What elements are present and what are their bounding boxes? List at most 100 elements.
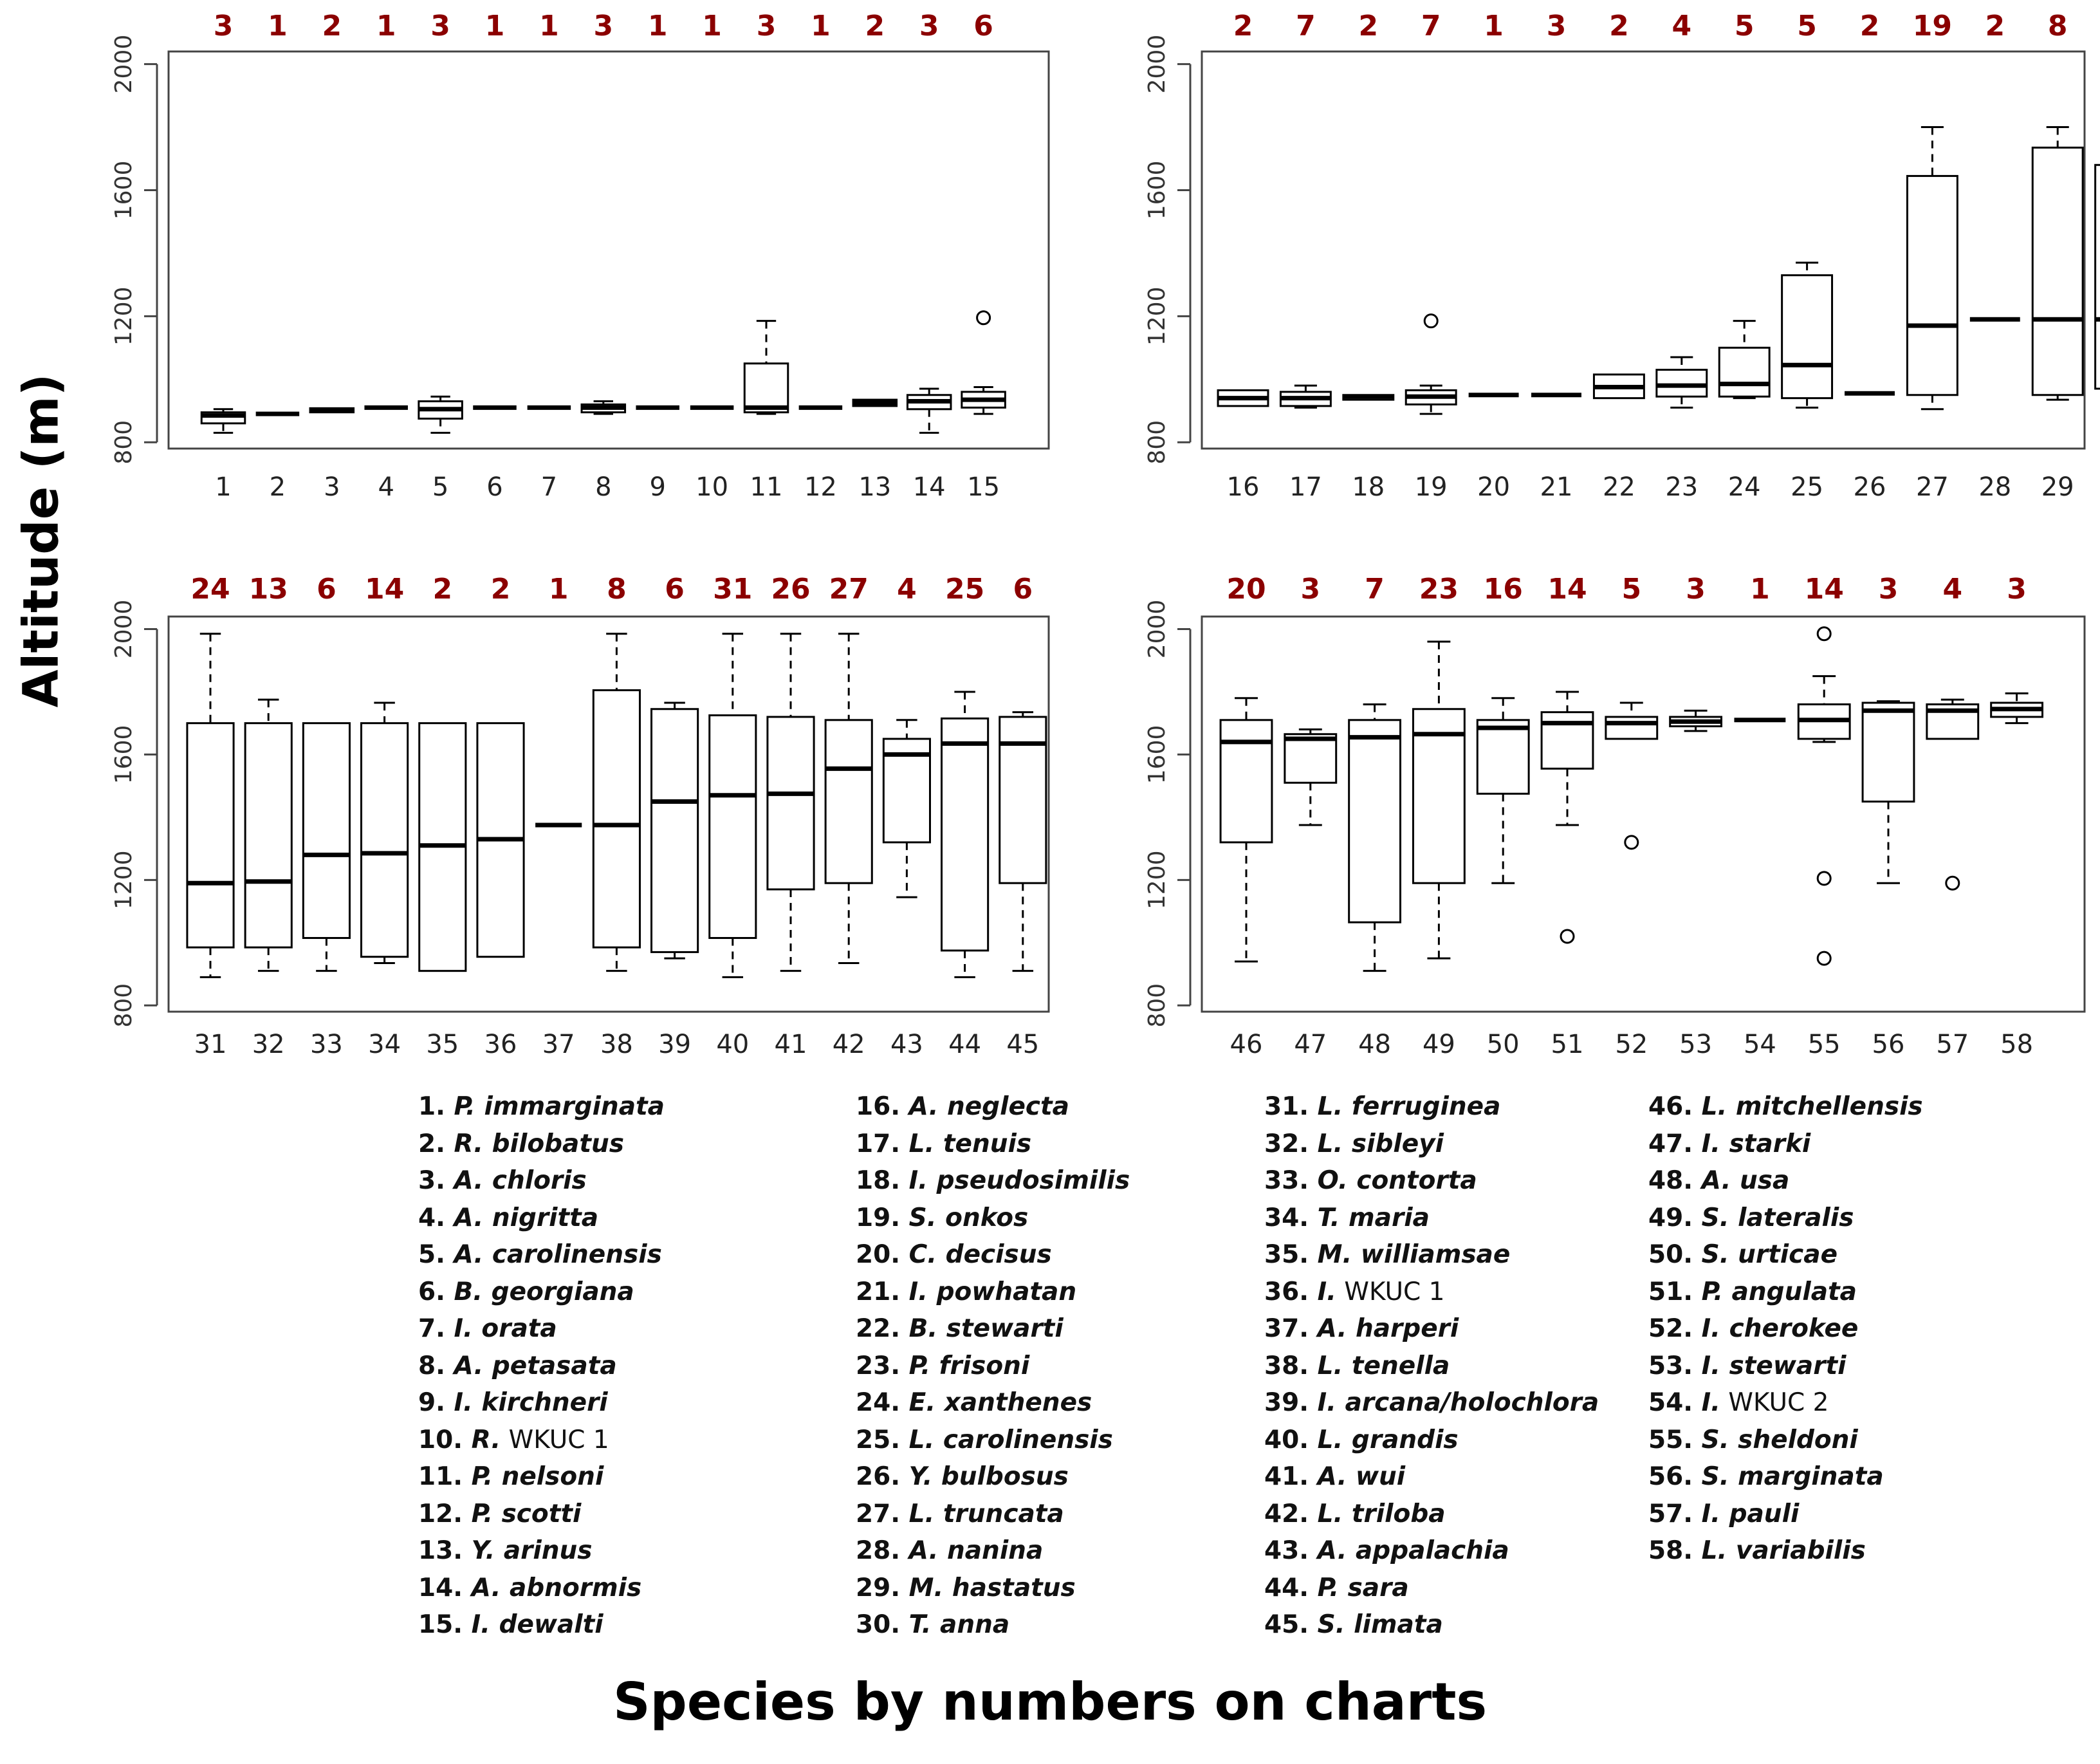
legend-species: P. immarginata xyxy=(454,1092,665,1121)
y-tick-label: 1600 xyxy=(111,725,137,785)
iqr-box xyxy=(941,717,990,952)
box-22 xyxy=(1592,373,1645,400)
legend-item: 26. Y. bulbosus xyxy=(856,1464,1069,1489)
legend-item: 52. I. cherokee xyxy=(1648,1316,1858,1341)
legend-species: R. bilobatus xyxy=(454,1129,624,1158)
legend-species: I. xyxy=(1701,1388,1720,1417)
sample-size-label: 2 xyxy=(1609,10,1629,42)
sample-size-label: 3 xyxy=(1879,573,1899,606)
box-46 xyxy=(1219,697,1273,963)
outlier-point xyxy=(1560,929,1575,944)
x-tick-label: 52 xyxy=(1615,1030,1648,1059)
x-tick-label: 33 xyxy=(310,1030,343,1059)
sample-size-label: 3 xyxy=(1686,573,1706,606)
plot-frame xyxy=(1201,50,2086,450)
x-tick-label: 56 xyxy=(1872,1030,1905,1059)
y-tick-label: 2000 xyxy=(1144,600,1170,659)
legend-species: M. hastatus xyxy=(908,1573,1076,1602)
iqr-box xyxy=(1412,708,1466,884)
legend-number: 20. xyxy=(856,1240,909,1269)
x-tick-label: 34 xyxy=(368,1030,401,1059)
x-tick-label: 57 xyxy=(1936,1030,1969,1059)
iqr-box xyxy=(1348,719,1402,924)
boxplot-panel-bottom-left: 800 1200 1600 2000 31 24 32 13 33 6 34 14 35 2 36 2 37 1 3… xyxy=(111,573,1050,1059)
legend-item: 24. E. xanthenes xyxy=(856,1390,1092,1415)
legend-species: L. mitchellensis xyxy=(1701,1092,1923,1121)
legend-species: P. scotti xyxy=(471,1499,582,1528)
legend-number: 25. xyxy=(856,1425,909,1454)
legend-item: 7. I. orata xyxy=(418,1316,557,1341)
sample-size-label: 2 xyxy=(865,10,885,42)
sample-size-label: 5 xyxy=(1797,10,1817,42)
sample-size-label: 3 xyxy=(1547,10,1567,42)
x-tick-label: 46 xyxy=(1230,1030,1263,1059)
legend-species: I. orata xyxy=(454,1314,557,1343)
legend-item: 4. A. nigritta xyxy=(418,1205,598,1230)
x-tick-label: 49 xyxy=(1423,1030,1455,1059)
x-tick-label: 5 xyxy=(432,472,448,502)
box-55 xyxy=(1797,626,1851,966)
x-tick-label: 2 xyxy=(270,472,286,502)
legend-species: A. petasata xyxy=(454,1351,617,1380)
legend-number: 35. xyxy=(1264,1240,1318,1269)
legend-number: 18. xyxy=(856,1166,909,1195)
x-tick-label: 23 xyxy=(1665,472,1698,502)
legend-species: C. decisus xyxy=(908,1240,1052,1269)
legend-species: T. anna xyxy=(908,1610,1010,1639)
legend-number: 57. xyxy=(1648,1499,1702,1528)
sample-size-label: 2 xyxy=(322,10,342,42)
sample-size-label: 19 xyxy=(1913,10,1952,42)
x-tick-label: 58 xyxy=(2000,1030,2033,1059)
y-tick-label: 1200 xyxy=(111,851,137,910)
legend-species: I. kirchneri xyxy=(454,1388,608,1417)
x-tick-label: 47 xyxy=(1294,1030,1327,1059)
legend-species: A. nigritta xyxy=(454,1203,599,1232)
iqr-box xyxy=(824,719,873,884)
box-51 xyxy=(1540,691,1594,944)
iqr-box xyxy=(766,716,815,891)
legend-number: 13. xyxy=(418,1536,472,1565)
legend-species: Y. arinus xyxy=(471,1536,593,1565)
outlier-point xyxy=(1816,871,1832,886)
iqr-box xyxy=(1861,701,1915,803)
legend-number: 51. xyxy=(1648,1277,1702,1306)
legend-item: 18. I. pseudosimilis xyxy=(856,1168,1130,1193)
box-27 xyxy=(1906,126,1958,411)
legend-number: 41. xyxy=(1264,1462,1318,1491)
sample-size-label: 6 xyxy=(1013,573,1033,606)
legend-species: R. xyxy=(471,1425,501,1454)
y-tick-label: 1200 xyxy=(111,287,137,346)
outlier-point xyxy=(1624,835,1639,850)
box-15 xyxy=(961,310,1006,415)
legend-number: 24. xyxy=(856,1388,909,1417)
legend-number: 43. xyxy=(1264,1536,1318,1565)
legend-number: 12. xyxy=(418,1499,472,1528)
legend-number: 10. xyxy=(418,1425,472,1454)
legend-species: I. powhatan xyxy=(908,1277,1077,1306)
legend-species: A. nanina xyxy=(908,1536,1044,1565)
box-24 xyxy=(1718,320,1771,400)
sample-size-label: 14 xyxy=(365,573,404,606)
iqr-box xyxy=(244,722,293,949)
sample-size-label: 7 xyxy=(1365,573,1385,606)
sample-size-label: 8 xyxy=(2048,10,2068,42)
box-11 xyxy=(743,320,789,415)
sample-size-label: 1 xyxy=(811,10,831,42)
x-tick-label: 42 xyxy=(833,1030,865,1059)
legend-species: P. frisoni xyxy=(908,1351,1030,1380)
box-17 xyxy=(1279,384,1332,409)
x-tick-label: 48 xyxy=(1358,1030,1391,1059)
legend-number: 28. xyxy=(856,1536,909,1565)
box-13 xyxy=(852,398,898,407)
box-36 xyxy=(476,722,525,958)
box-18 xyxy=(1342,394,1395,401)
iqr-box xyxy=(1284,733,1338,784)
sample-size-label: 2 xyxy=(491,573,511,606)
iqr-box xyxy=(743,362,789,414)
legend-species: L. triloba xyxy=(1317,1499,1446,1528)
sample-size-label: 27 xyxy=(829,573,869,606)
x-tick-label: 19 xyxy=(1415,472,1448,502)
sample-size-label: 4 xyxy=(897,573,917,606)
iqr-box xyxy=(1605,716,1659,740)
